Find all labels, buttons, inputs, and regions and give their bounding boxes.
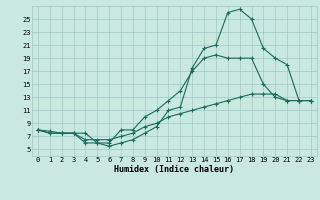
X-axis label: Humidex (Indice chaleur): Humidex (Indice chaleur) <box>115 165 234 174</box>
